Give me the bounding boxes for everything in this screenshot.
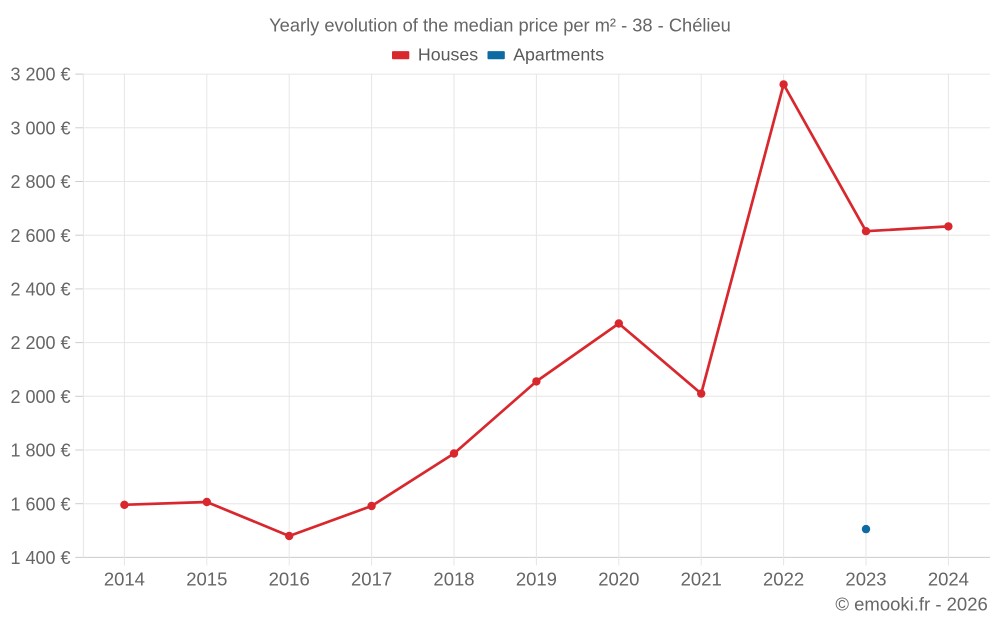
svg-text:Houses: Houses: [418, 45, 478, 65]
svg-text:2019: 2019: [516, 569, 557, 590]
svg-text:3 200 €: 3 200 €: [10, 65, 70, 85]
svg-text:2020: 2020: [598, 569, 639, 590]
svg-text:Yearly evolution of the median: Yearly evolution of the median price per…: [269, 14, 731, 35]
svg-text:2015: 2015: [186, 569, 227, 590]
svg-text:2024: 2024: [928, 569, 969, 590]
svg-text:2 400 €: 2 400 €: [10, 280, 70, 300]
svg-text:2 200 €: 2 200 €: [10, 333, 70, 353]
svg-text:2 000 €: 2 000 €: [10, 387, 70, 407]
svg-text:2014: 2014: [104, 569, 145, 590]
svg-text:2023: 2023: [845, 569, 886, 590]
svg-text:Apartments: Apartments: [513, 45, 604, 65]
svg-text:2022: 2022: [763, 569, 804, 590]
svg-text:2 800 €: 2 800 €: [10, 172, 70, 192]
svg-text:2017: 2017: [351, 569, 392, 590]
svg-text:© emooki.fr - 2026: © emooki.fr - 2026: [835, 594, 987, 615]
svg-text:1 600 €: 1 600 €: [10, 494, 70, 514]
svg-text:2016: 2016: [269, 569, 310, 590]
svg-text:3 000 €: 3 000 €: [10, 118, 70, 138]
svg-text:1 800 €: 1 800 €: [10, 441, 70, 461]
svg-text:2 600 €: 2 600 €: [10, 226, 70, 246]
svg-text:1 400 €: 1 400 €: [10, 548, 70, 568]
svg-text:2018: 2018: [433, 569, 474, 590]
svg-text:2021: 2021: [681, 569, 722, 590]
